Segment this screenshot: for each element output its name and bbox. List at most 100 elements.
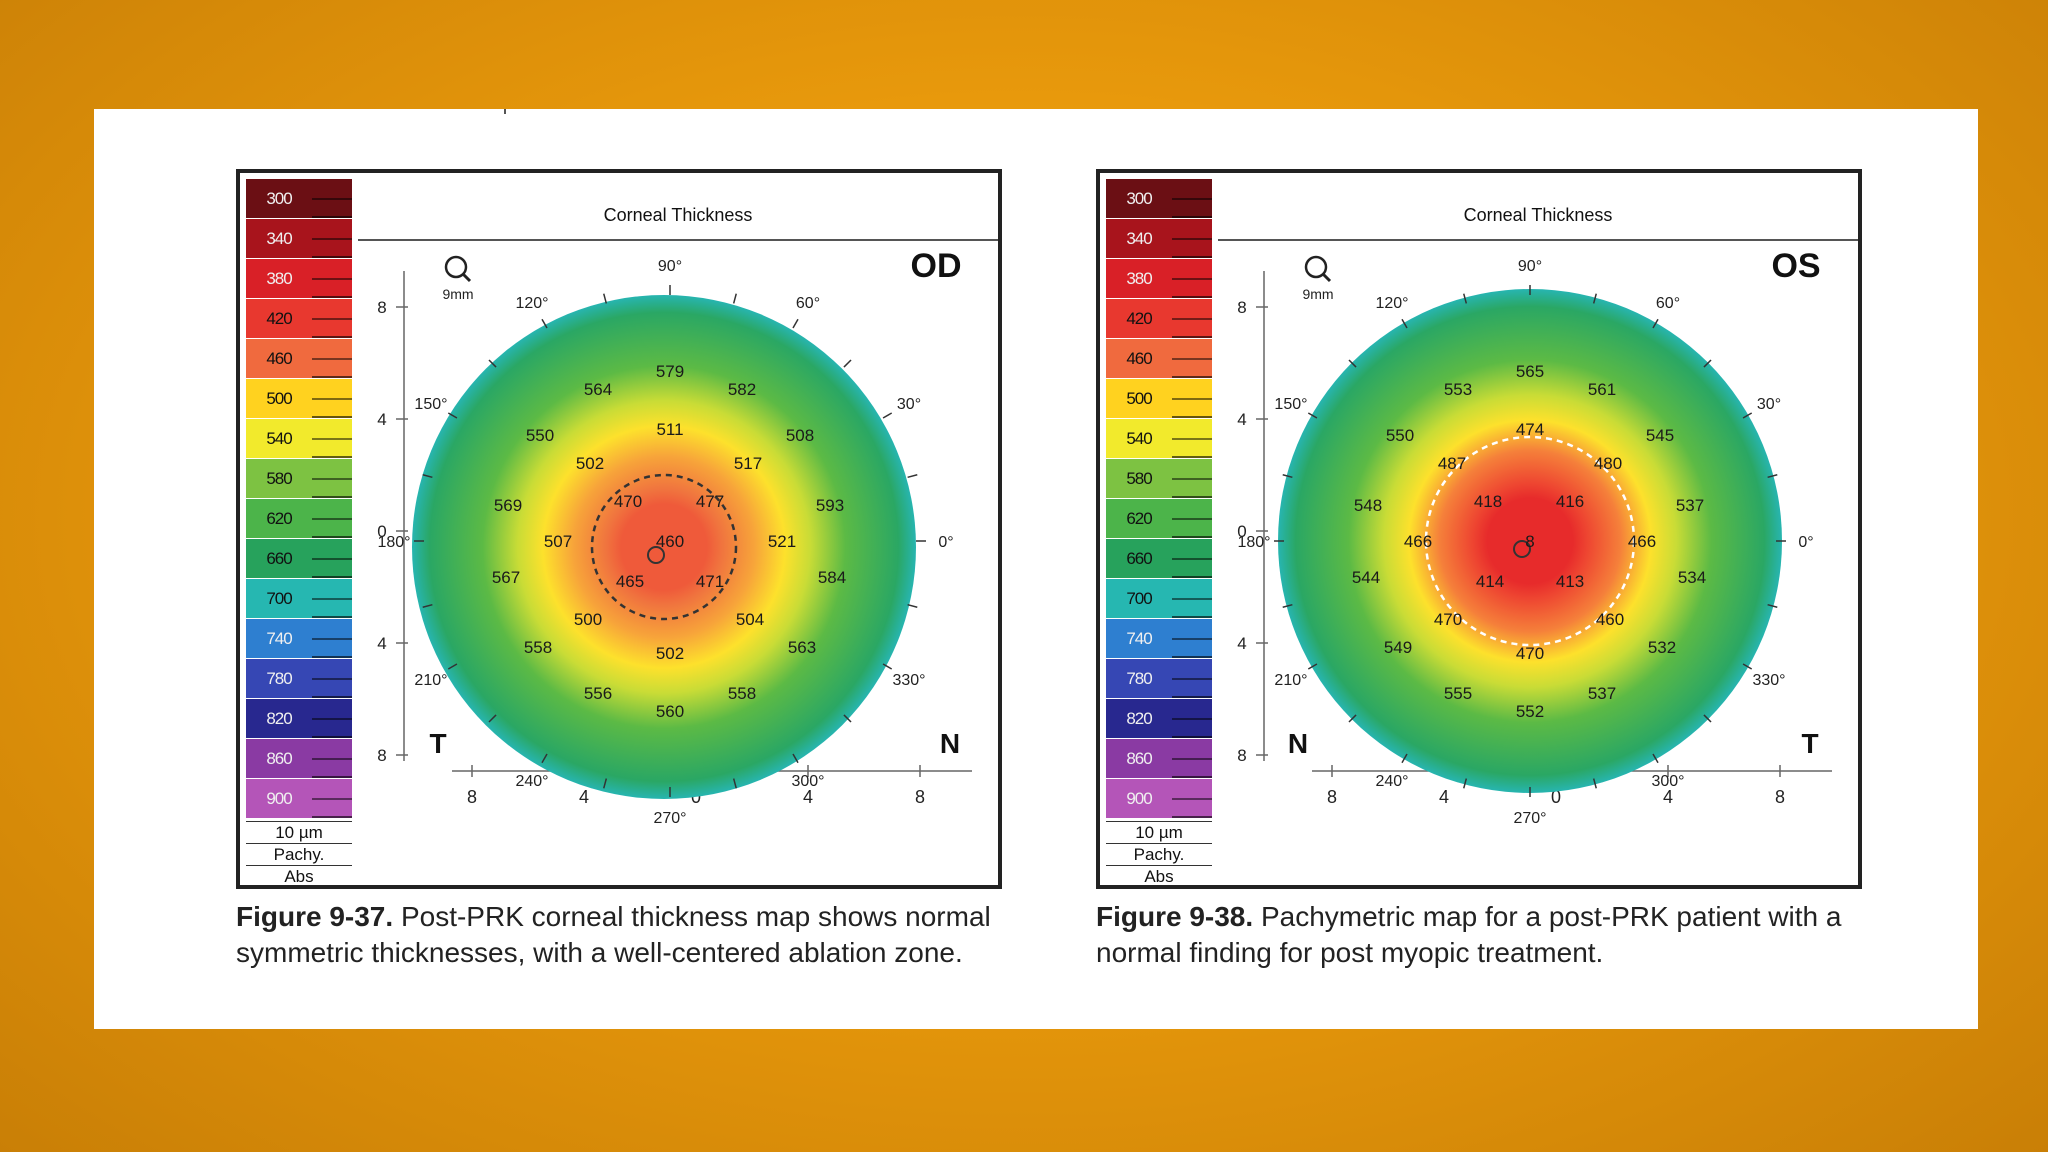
magnifier-icon bbox=[1304, 255, 1332, 283]
scale-ladder bbox=[312, 379, 352, 418]
scale-swatch: 860 bbox=[246, 739, 312, 778]
scale-ladder bbox=[312, 259, 352, 298]
thickness-value: 569 bbox=[494, 496, 522, 515]
thickness-value: 507 bbox=[544, 532, 572, 551]
thickness-value: 413 bbox=[1556, 572, 1584, 591]
angle-tick bbox=[1401, 753, 1408, 764]
angle-tick bbox=[1652, 753, 1659, 764]
orientation-label-right: N bbox=[940, 728, 960, 759]
scale-ladder bbox=[1172, 779, 1212, 818]
angle-tick bbox=[1307, 663, 1318, 670]
ablation-zone-ring bbox=[590, 473, 738, 621]
thickness-value: 474 bbox=[1516, 420, 1544, 439]
angle-tick bbox=[1348, 359, 1357, 368]
scale-ladder bbox=[1172, 339, 1212, 378]
angle-tick bbox=[488, 714, 497, 723]
angle-label: 30° bbox=[897, 396, 921, 413]
scale-swatch: 500 bbox=[246, 379, 312, 418]
thickness-value: 508 bbox=[786, 426, 814, 445]
scale-swatch: 340 bbox=[1106, 219, 1172, 258]
angle-label: 330° bbox=[1752, 672, 1785, 689]
stray-mark bbox=[504, 109, 506, 114]
thickness-value: 558 bbox=[524, 638, 552, 657]
angle-tick bbox=[907, 474, 918, 479]
figure-od: 300 340 380 420 460 500 540 580 620 660 700 740 780 8… bbox=[236, 169, 1002, 889]
angle-label: 330° bbox=[892, 672, 925, 689]
caption-label: Figure 9-37. bbox=[236, 901, 394, 932]
horizontal-tick-label: 4 bbox=[803, 787, 813, 807]
thickness-value: 517 bbox=[734, 454, 762, 473]
horizontal-tick-label: 8 bbox=[467, 787, 477, 807]
thickness-value: 416 bbox=[1556, 492, 1584, 511]
eye-label: OS bbox=[1771, 247, 1820, 285]
horizontal-tick-label: 8 bbox=[915, 787, 925, 807]
angle-tick bbox=[1463, 293, 1468, 304]
scale-swatch: 500 bbox=[1106, 379, 1172, 418]
angle-label: 90° bbox=[1518, 258, 1542, 275]
thickness-value: 565 bbox=[1516, 362, 1544, 381]
scale-ladder bbox=[312, 619, 352, 658]
angle-label: 300° bbox=[791, 773, 824, 790]
thickness-value: 534 bbox=[1678, 568, 1706, 587]
angle-tick bbox=[1282, 474, 1293, 479]
scale-swatch: 540 bbox=[246, 419, 312, 458]
thickness-value: 561 bbox=[1588, 380, 1616, 399]
vertical-tick-label: 4 bbox=[1237, 634, 1246, 653]
scale-ladder bbox=[1172, 259, 1212, 298]
angle-label: 180° bbox=[377, 534, 410, 551]
angle-tick bbox=[1282, 603, 1293, 608]
vertical-tick-label: 4 bbox=[377, 410, 386, 429]
thickness-value: 471 bbox=[696, 572, 724, 591]
angle-tick bbox=[1307, 412, 1318, 419]
caption-label: Figure 9-38. bbox=[1096, 901, 1254, 932]
vertical-tick-label: 8 bbox=[1237, 298, 1246, 317]
scale-swatch: 460 bbox=[246, 339, 312, 378]
zoom-label: 9mm bbox=[1302, 286, 1333, 302]
scale-swatch: 780 bbox=[246, 659, 312, 698]
scale-mode-label: Pachy. bbox=[1106, 843, 1212, 866]
angle-tick bbox=[488, 359, 497, 368]
scale-swatch: 620 bbox=[1106, 499, 1172, 538]
scale-swatch: 540 bbox=[1106, 419, 1172, 458]
vertical-tick-label: 4 bbox=[1237, 410, 1246, 429]
thickness-value: 8 bbox=[1525, 532, 1534, 551]
thickness-value: 560 bbox=[656, 702, 684, 721]
pupil-center-marker bbox=[647, 546, 665, 564]
thickness-value: 564 bbox=[584, 380, 612, 399]
scale-swatch: 300 bbox=[246, 179, 312, 218]
thickness-value: 593 bbox=[816, 496, 844, 515]
horizontal-tick-label: 8 bbox=[1327, 787, 1337, 807]
thickness-value: 504 bbox=[736, 610, 764, 629]
scale-ladder bbox=[312, 579, 352, 618]
scale-ladder bbox=[1172, 219, 1212, 258]
angle-tick bbox=[843, 714, 852, 723]
scale-swatch: 900 bbox=[1106, 779, 1172, 818]
vertical-tick-label: 0 bbox=[1237, 522, 1246, 541]
thickness-value: 460 bbox=[656, 532, 684, 551]
angle-tick bbox=[1703, 359, 1712, 368]
thickness-value: 500 bbox=[574, 610, 602, 629]
figure-caption: Figure 9-37. Post-PRK corneal thickness … bbox=[236, 899, 1016, 971]
angle-tick bbox=[541, 318, 548, 329]
angle-tick bbox=[792, 318, 799, 329]
angle-tick bbox=[732, 293, 737, 304]
scale-swatch: 900 bbox=[246, 779, 312, 818]
thickness-value: 414 bbox=[1476, 572, 1504, 591]
angle-tick bbox=[541, 753, 548, 764]
orientation-label-right: T bbox=[1801, 728, 1818, 759]
thickness-value: 502 bbox=[576, 454, 604, 473]
scale-ladder bbox=[1172, 459, 1212, 498]
thickness-value: 555 bbox=[1444, 684, 1472, 703]
angle-label: 120° bbox=[1375, 295, 1408, 312]
thickness-value: 470 bbox=[1516, 644, 1544, 663]
vertical-tick-label: 8 bbox=[377, 746, 386, 765]
thickness-value: 537 bbox=[1676, 496, 1704, 515]
panel-title: Corneal Thickness bbox=[358, 191, 998, 241]
angle-tick bbox=[1742, 663, 1753, 670]
angle-label: 270° bbox=[1513, 810, 1546, 827]
scale-ladder bbox=[312, 739, 352, 778]
scale-swatch: 740 bbox=[1106, 619, 1172, 658]
angle-tick bbox=[907, 603, 918, 608]
horizontal-tick-label: 4 bbox=[1663, 787, 1673, 807]
thickness-value: 487 bbox=[1438, 454, 1466, 473]
